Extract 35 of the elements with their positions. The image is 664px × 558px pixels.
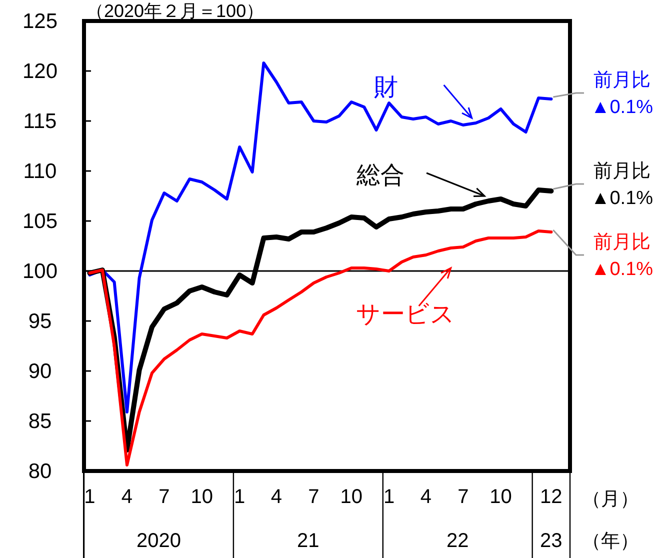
y-tick-label: 100: [22, 260, 58, 283]
x-tick-label: 1: [84, 486, 96, 508]
x-tick-label: 4: [121, 486, 133, 508]
x-tick-label: 10: [340, 486, 362, 508]
legend-label: 財: [374, 74, 398, 101]
legend-label: 総合: [356, 162, 405, 189]
x-axis-title: （月）: [582, 489, 639, 510]
annotation: 前月比 ▲0.1%: [590, 70, 654, 118]
text: （年）: [582, 531, 639, 552]
y-tick-label: 120: [22, 60, 58, 83]
x-tick-label: 4: [270, 486, 282, 508]
x-tick-label: 10: [190, 486, 214, 508]
text: 23: [540, 530, 562, 552]
y-tick-label: 115: [23, 110, 57, 133]
x-tick-label: 7: [308, 486, 320, 508]
y-tick-label: 95: [28, 310, 52, 333]
text: 22: [446, 530, 469, 552]
y-tick-label: 90: [28, 360, 52, 383]
x-tick-label: 7: [158, 486, 170, 508]
x-tick-label: 12: [540, 486, 562, 508]
y-tick-label: 110: [23, 160, 57, 183]
x-tick-label: 1: [234, 486, 246, 508]
annotation: 前月比 ▲0.1%: [590, 232, 654, 280]
text: 2020: [136, 530, 181, 552]
x-tick-label: 1: [383, 486, 395, 508]
y-tick-label: 105: [22, 210, 58, 233]
x-tick-label: 7: [458, 486, 469, 508]
series-label: サービス: [356, 301, 455, 328]
y-tick-label: 125: [22, 10, 58, 33]
x-tick-label: 10: [490, 486, 512, 508]
y-tick-label: 85: [28, 410, 52, 433]
annotation: 前月比 ▲0.1%: [590, 161, 654, 209]
x-tick-label: 4: [420, 486, 432, 508]
text: 21: [297, 530, 320, 552]
y-tick-label: 80: [28, 460, 52, 483]
